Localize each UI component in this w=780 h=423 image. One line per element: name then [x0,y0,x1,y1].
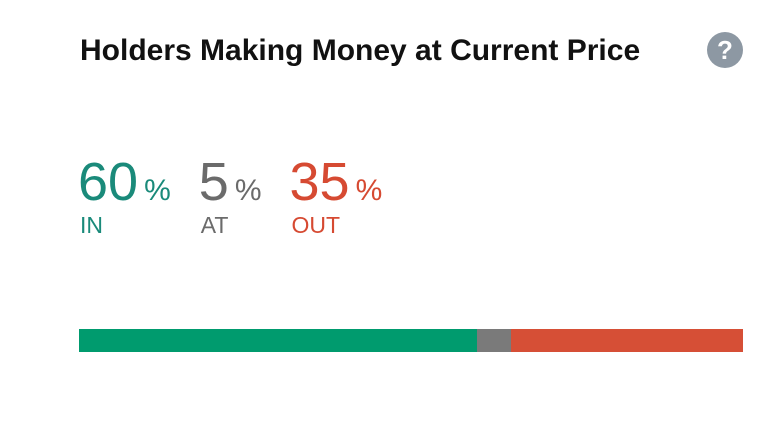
stats-row: 60% IN 5% AT 35% OUT [78,152,382,238]
stat-at: 5% AT [199,152,262,238]
stat-out: 35% OUT [290,152,383,238]
holders-distribution-bar [79,329,743,352]
stat-unit: % [144,174,171,207]
stat-label: OUT [291,212,341,238]
question-circle-icon[interactable]: ? [707,32,743,68]
stat-unit: % [355,174,383,207]
stat-value: 5 [198,152,229,212]
stat-value: 60 [78,152,139,212]
stat-unit: % [234,174,262,207]
widget-title: Holders Making Money at Current Price [80,34,641,67]
bar-segment-at [477,329,511,352]
stat-in: 60% IN [78,152,171,238]
stat-label: IN [80,212,103,238]
bar-segment-in [79,329,478,352]
stat-value: 35 [289,152,350,212]
bar-segment-out [510,329,743,352]
stat-label: AT [200,212,229,238]
